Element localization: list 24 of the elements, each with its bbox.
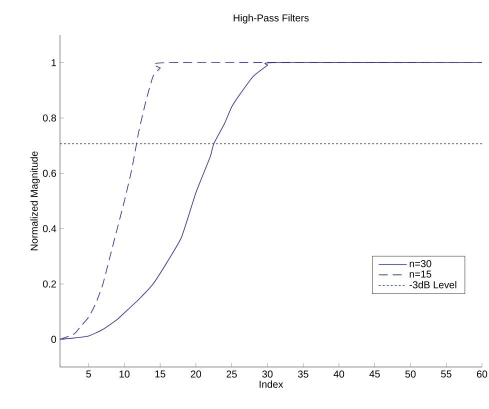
y-tick-label: 0.8 xyxy=(42,114,56,122)
x-tick-label: 60 xyxy=(476,370,488,378)
legend-label: n=30 xyxy=(410,260,432,268)
x-tick-label: 15 xyxy=(155,370,166,378)
legend-label: -3dB Level xyxy=(410,281,456,288)
x-tick-label: 10 xyxy=(120,370,130,378)
y-tick-label: 1 xyxy=(52,59,56,66)
x-tick-label: 45 xyxy=(369,370,380,378)
x-tick-label: 5 xyxy=(86,370,91,378)
y-tick-label: 0.2 xyxy=(42,280,56,288)
x-tick-label: 40 xyxy=(334,370,344,378)
x-tick-label: 20 xyxy=(190,370,202,378)
x-axis-title: Index xyxy=(260,380,284,388)
y-tick-label: 0.6 xyxy=(42,170,56,177)
y-tick-label: 0.4 xyxy=(42,225,56,232)
x-tick-label: 50 xyxy=(405,370,416,378)
y-tick-label: 0 xyxy=(51,336,56,343)
legend-label: n=15 xyxy=(410,270,432,278)
x-tick-label: 35 xyxy=(298,370,308,378)
x-tick-label: 25 xyxy=(226,370,237,378)
chart-title: High-Pass Filters xyxy=(234,14,309,24)
y-axis-title: Normalized Magnitude xyxy=(30,151,40,250)
x-tick-label: 55 xyxy=(441,370,452,378)
x-tick-label: 30 xyxy=(262,370,273,378)
